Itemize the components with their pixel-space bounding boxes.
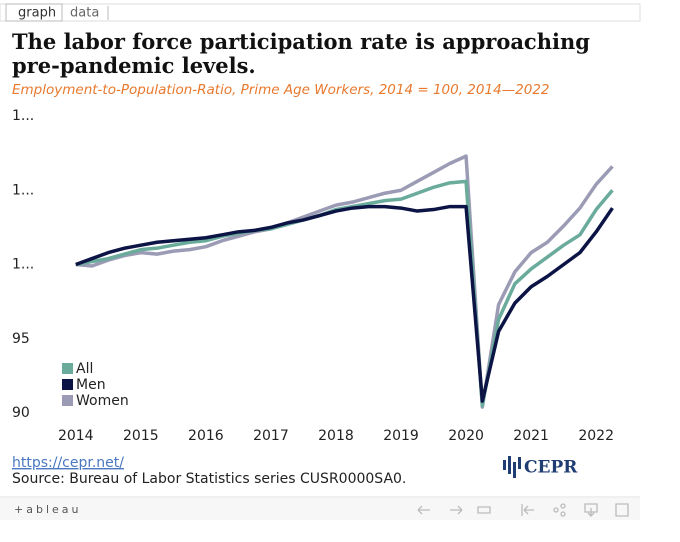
x-tick-label: 2018 (318, 428, 354, 444)
y-tick-label: 1... (12, 257, 34, 273)
series-line (75, 204, 614, 403)
x-tick-label: 2021 (513, 428, 549, 444)
source-note: Source: Bureau of Labor Statistics serie… (12, 471, 406, 487)
chart-title: The labor force participation rate is ap… (12, 30, 590, 78)
series-line (75, 179, 614, 408)
x-tick-label: 2017 (253, 428, 289, 444)
y-tick-label: 95 (12, 331, 30, 347)
x-tick-label: 2019 (383, 428, 419, 444)
tableau-brand[interactable]: +ableau (14, 503, 81, 516)
plot-area: 90 95 1... 1... 1... 2014 2015 2016 2017 2018 2019… (12, 108, 614, 444)
legend-swatch (62, 379, 73, 390)
tab-graph[interactable] (5, 3, 63, 22)
y-tick-label: 90 (12, 405, 30, 421)
toolbar (0, 498, 640, 520)
legend-label: Women (76, 393, 129, 409)
tab-label[interactable]: data (70, 6, 99, 21)
x-tick-label: 2015 (123, 428, 159, 444)
legend-label: Men (76, 377, 106, 393)
x-tick-label: 2020 (448, 428, 484, 444)
y-tick-label: 1... (12, 108, 34, 124)
chart-subtitle: Employment-to-Population-Ratio, Prime Ag… (12, 82, 550, 98)
toolbar-icons[interactable] (417, 503, 629, 517)
cepr-logo: CEPR (524, 458, 578, 478)
title-box: The labor force participation rate is ap… (12, 30, 590, 78)
y-tick-label: 1... (12, 182, 34, 198)
x-tick-label: 2022 (578, 428, 614, 444)
tab-bar (0, 3, 641, 22)
series-line (75, 154, 614, 409)
legend-label: All (76, 361, 93, 377)
legend-swatch (62, 363, 73, 374)
x-tick-label: 2016 (188, 428, 224, 444)
legend-swatch (62, 395, 73, 406)
tab-label[interactable]: graph (18, 6, 56, 21)
cepr-logo-mark (503, 456, 521, 478)
source-link[interactable]: https://cepr.net/ (12, 455, 124, 471)
x-tick-label: 2014 (58, 428, 94, 444)
